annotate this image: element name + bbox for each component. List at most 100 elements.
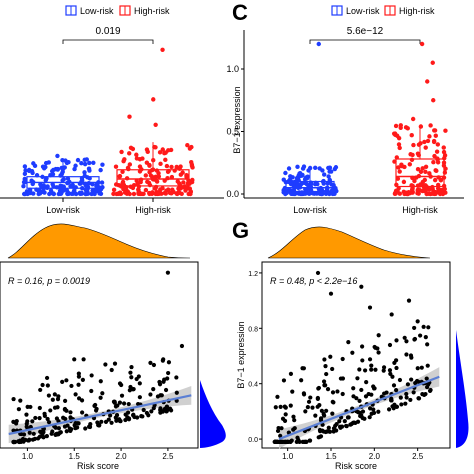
scatter-point xyxy=(323,383,328,388)
scatter-point xyxy=(109,420,114,425)
scatter-point xyxy=(404,395,409,400)
scatter-point xyxy=(103,362,108,367)
left-category-high: High-risk xyxy=(135,205,171,215)
box-point xyxy=(418,169,424,174)
scatter-point xyxy=(363,368,368,373)
box-point xyxy=(295,164,300,170)
box-point xyxy=(87,160,92,166)
box-point xyxy=(181,180,186,185)
scatter-point xyxy=(62,424,68,429)
scatter-point xyxy=(330,366,335,372)
scatter-point xyxy=(27,430,32,435)
box-point xyxy=(435,160,441,165)
scatter-point xyxy=(63,416,68,421)
c-pvalue-bracket xyxy=(309,39,421,44)
box-point xyxy=(438,187,443,193)
box-point xyxy=(415,183,421,188)
box-point xyxy=(82,170,87,175)
box-point xyxy=(127,162,133,167)
scatter-point xyxy=(316,386,321,391)
box-point xyxy=(75,157,81,163)
box-point xyxy=(425,138,431,144)
box-point xyxy=(27,190,33,196)
box-point xyxy=(393,191,398,196)
box-point xyxy=(111,187,117,193)
outlier-point xyxy=(430,60,435,65)
box-point xyxy=(431,159,436,165)
scatter-point xyxy=(119,382,124,388)
scatter-point xyxy=(63,398,68,403)
box-point xyxy=(117,173,123,179)
scatter-point xyxy=(41,434,46,440)
outlier-point xyxy=(419,41,425,47)
scatter-point xyxy=(37,416,42,421)
scatter-point xyxy=(290,389,295,394)
box-point xyxy=(321,181,326,186)
scatter-point xyxy=(278,404,283,409)
scatter-point xyxy=(79,398,85,403)
box-point xyxy=(306,191,312,196)
box-point xyxy=(55,166,61,172)
scatter-point xyxy=(340,391,345,397)
scatter-point xyxy=(394,338,399,343)
box-point xyxy=(63,158,68,163)
box-point xyxy=(396,135,402,141)
scatter-point xyxy=(165,270,171,275)
scatter-point xyxy=(408,397,413,403)
scatter-point xyxy=(278,433,283,438)
scatter-point xyxy=(168,406,173,411)
g-scatter-frame xyxy=(261,261,451,449)
box-point xyxy=(399,162,404,167)
scatter-point xyxy=(163,387,169,393)
box-point xyxy=(434,149,440,154)
box-point xyxy=(412,178,417,184)
box-point xyxy=(432,128,438,133)
scatter-point xyxy=(95,420,100,425)
y-tick-label: 0.0 xyxy=(226,189,239,199)
scatter-point xyxy=(52,405,58,410)
scatter-point xyxy=(360,358,365,363)
box-point xyxy=(22,171,28,177)
scatter-point xyxy=(136,374,141,379)
box-point xyxy=(427,171,432,176)
left-scatter-panel: R = 0.16, p = 0.0019 Risk score 1.0 1.5 2.… xyxy=(0,223,226,471)
box-point xyxy=(157,150,163,155)
left-boxplot-panel: 0.019 Low-risk High-risk xyxy=(0,26,224,215)
box-point xyxy=(156,174,162,179)
scatter-point xyxy=(108,413,113,418)
legend-left: Low-risk High-risk xyxy=(65,5,170,16)
box-point xyxy=(148,173,154,178)
box-point xyxy=(423,164,429,169)
box-point xyxy=(72,188,77,193)
scatter-point xyxy=(146,413,151,418)
scatter-point xyxy=(367,305,373,310)
scatter-point xyxy=(391,406,396,411)
scatter-point xyxy=(45,416,50,422)
box-point xyxy=(23,168,28,173)
scatter-point xyxy=(357,367,362,372)
scatter-point xyxy=(387,368,393,373)
scatter-point xyxy=(18,398,23,403)
scatter-point xyxy=(68,415,73,420)
g-top-density xyxy=(267,226,431,259)
box xyxy=(116,169,190,187)
scatter-point xyxy=(58,430,63,435)
scatter-point xyxy=(121,401,127,406)
scatter-point xyxy=(55,396,61,402)
scatter-point xyxy=(151,362,157,368)
box-point xyxy=(153,186,158,191)
box-point xyxy=(136,190,141,195)
scatter-point xyxy=(319,408,324,413)
scatter-point xyxy=(69,383,74,389)
scatter-point xyxy=(131,387,136,392)
scatter-point xyxy=(68,410,73,415)
box-point xyxy=(434,168,439,174)
scatter-point xyxy=(37,405,42,411)
scatter-point xyxy=(44,375,50,381)
scatter-point xyxy=(359,284,364,289)
scatter-point xyxy=(342,419,347,424)
scatter-point xyxy=(155,394,161,399)
scatter-point xyxy=(364,380,369,385)
scatter-point xyxy=(280,439,286,444)
box-point xyxy=(147,190,152,196)
